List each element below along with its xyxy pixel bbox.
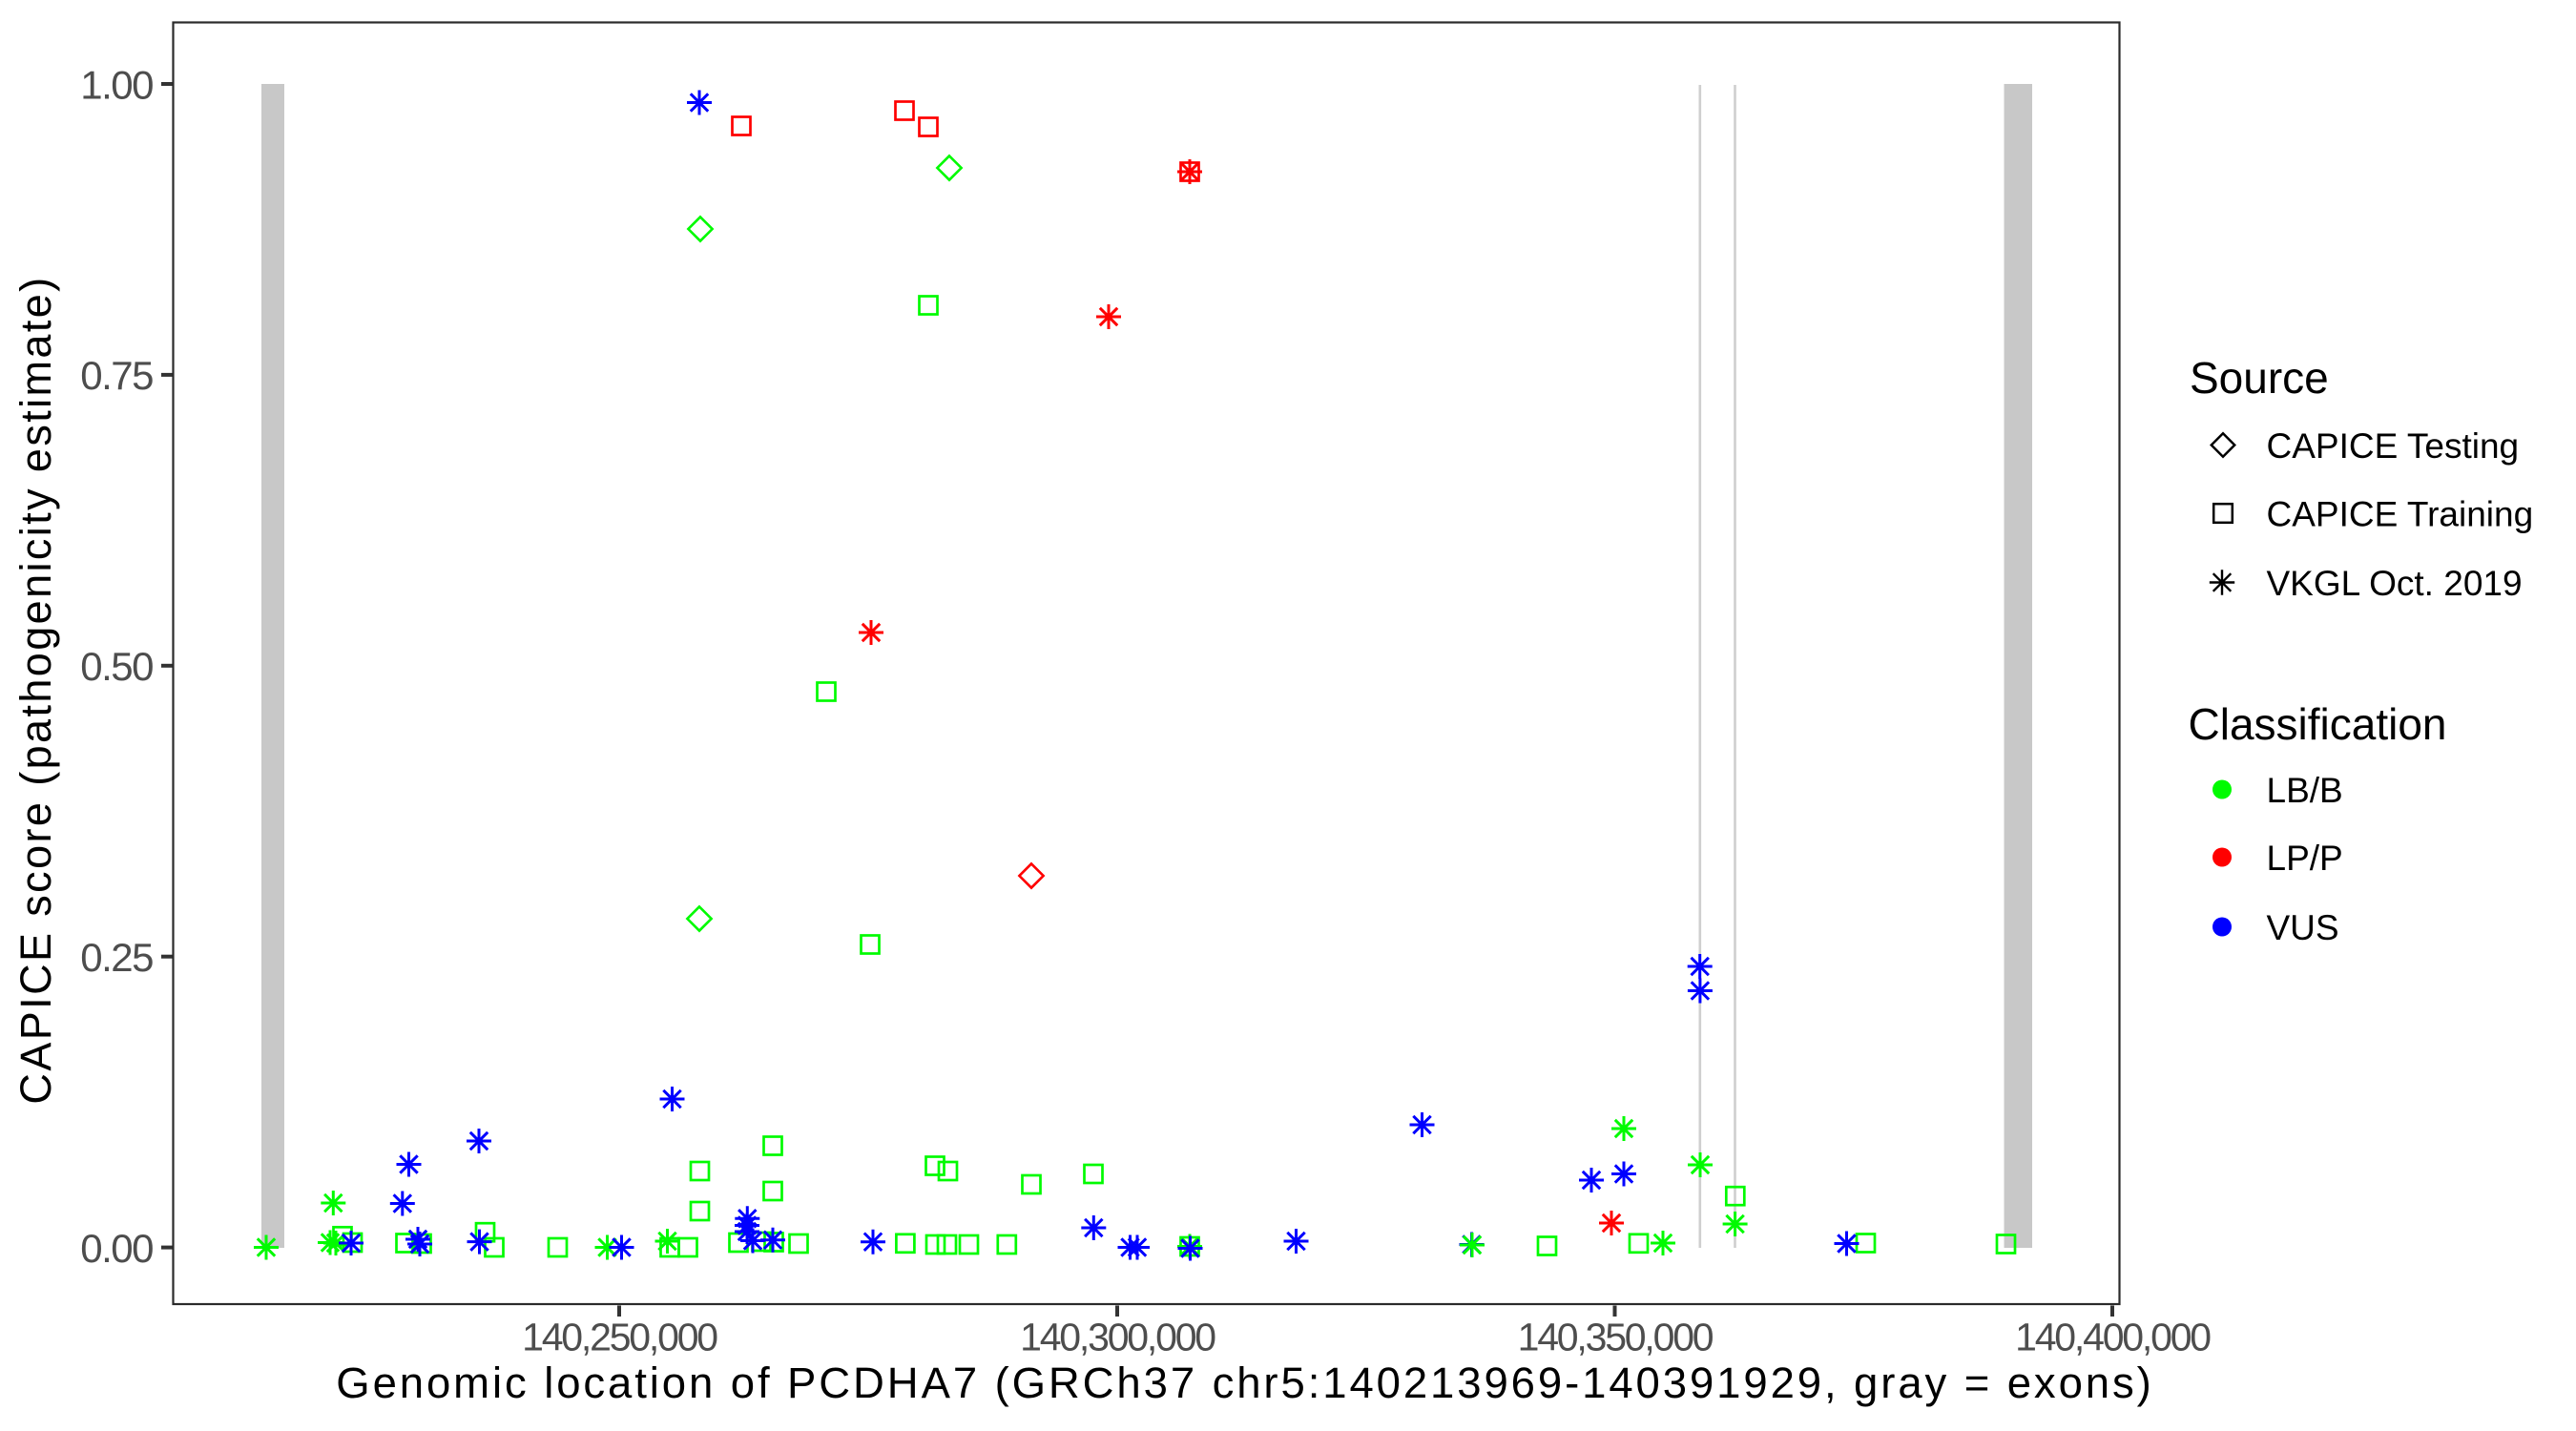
svg-text:CAPICE score (pathogenicity es: CAPICE score (pathogenicity estimate) xyxy=(11,275,60,1104)
svg-text:140,300,000: 140,300,000 xyxy=(1020,1316,1215,1359)
svg-text:0.00: 0.00 xyxy=(80,1226,153,1271)
svg-text:CAPICE Testing: CAPICE Testing xyxy=(2267,426,2520,466)
svg-text:Genomic location of PCDHA7 (GR: Genomic location of PCDHA7 (GRCh37 chr5:… xyxy=(336,1358,2153,1407)
svg-text:VUS: VUS xyxy=(2267,908,2339,947)
svg-text:140,400,000: 140,400,000 xyxy=(2015,1316,2211,1359)
svg-text:0.25: 0.25 xyxy=(80,935,153,980)
svg-text:LP/P: LP/P xyxy=(2267,839,2343,878)
svg-text:0.75: 0.75 xyxy=(80,353,153,398)
svg-text:CAPICE Training: CAPICE Training xyxy=(2267,495,2534,534)
svg-text:140,350,000: 140,350,000 xyxy=(1518,1316,1714,1359)
svg-text:0.50: 0.50 xyxy=(80,644,153,689)
svg-text:140,250,000: 140,250,000 xyxy=(522,1316,717,1359)
svg-text:VKGL Oct. 2019: VKGL Oct. 2019 xyxy=(2267,564,2523,603)
svg-text:Classification: Classification xyxy=(2189,699,2447,749)
svg-text:Source: Source xyxy=(2190,353,2329,403)
svg-text:LB/B: LB/B xyxy=(2267,771,2343,810)
svg-text:1.00: 1.00 xyxy=(80,62,153,107)
